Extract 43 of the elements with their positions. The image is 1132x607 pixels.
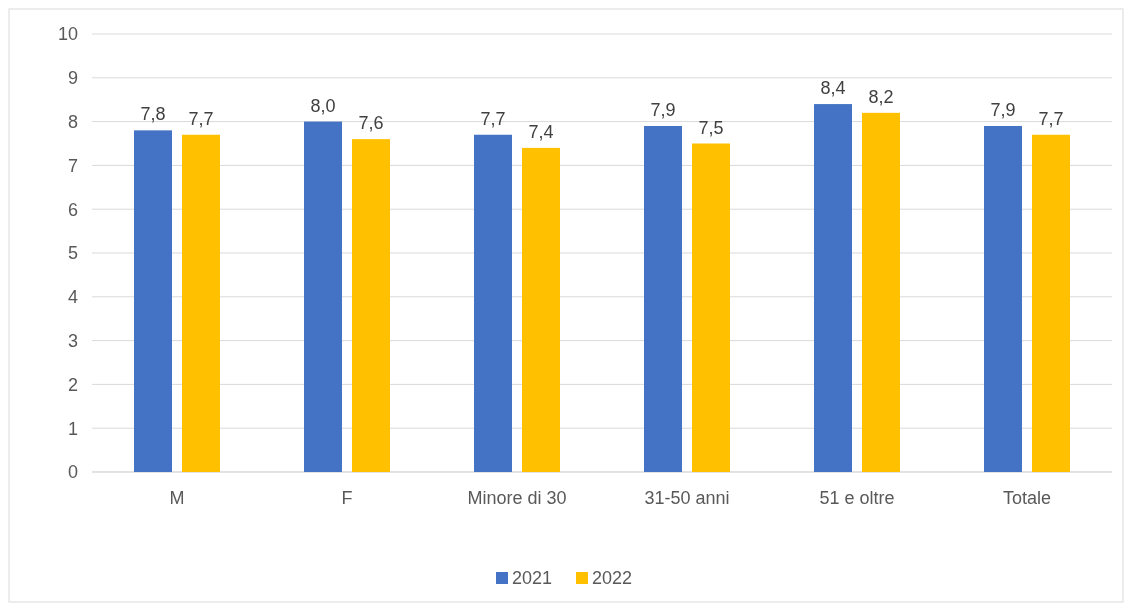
bar xyxy=(474,134,512,472)
data-label: 7,5 xyxy=(698,117,724,138)
y-tick-label: 3 xyxy=(67,330,78,351)
bar xyxy=(1032,134,1070,472)
x-tick-label: 31-50 anni xyxy=(644,488,730,508)
data-label: 8,4 xyxy=(820,78,846,99)
y-tick-label: 6 xyxy=(67,199,78,220)
y-tick-label: 1 xyxy=(67,418,78,439)
data-label: 7,9 xyxy=(650,99,676,120)
bar xyxy=(644,125,682,472)
bar xyxy=(134,130,172,472)
x-tick-label: M xyxy=(169,488,185,508)
data-label: 7,9 xyxy=(990,99,1016,120)
data-label: 7,4 xyxy=(528,121,554,142)
bar xyxy=(984,125,1022,472)
data-label: 7,7 xyxy=(1038,108,1064,129)
x-tick-label: F xyxy=(341,488,353,508)
x-tick-label: Minore di 30 xyxy=(467,488,567,508)
y-tick-label: 9 xyxy=(67,68,78,89)
bar xyxy=(182,134,220,472)
data-label: 7,6 xyxy=(358,113,384,134)
data-label: 8,0 xyxy=(310,95,336,116)
y-tick-label: 8 xyxy=(67,111,78,132)
y-tick-label: 2 xyxy=(67,374,78,395)
y-tick-label: 7 xyxy=(67,155,78,176)
x-tick-label: Totale xyxy=(1002,488,1052,508)
data-label: 7,8 xyxy=(140,104,166,125)
bar xyxy=(862,112,900,472)
bar xyxy=(692,143,730,472)
legend-label: 2022 xyxy=(592,568,633,589)
y-tick-label: 5 xyxy=(67,243,78,264)
x-tick-label: 51 e oltre xyxy=(819,488,895,508)
bar xyxy=(814,104,852,472)
y-tick-label: 4 xyxy=(67,287,78,308)
bar xyxy=(304,121,342,472)
bar xyxy=(522,147,560,472)
y-tick-label: 10 xyxy=(57,24,78,45)
y-tick-label: 0 xyxy=(67,462,78,483)
data-label: 8,2 xyxy=(868,86,894,107)
data-label: 7,7 xyxy=(188,108,214,129)
data-label: 7,7 xyxy=(480,108,506,129)
legend-label: 2021 xyxy=(512,568,553,589)
bar xyxy=(352,139,390,472)
